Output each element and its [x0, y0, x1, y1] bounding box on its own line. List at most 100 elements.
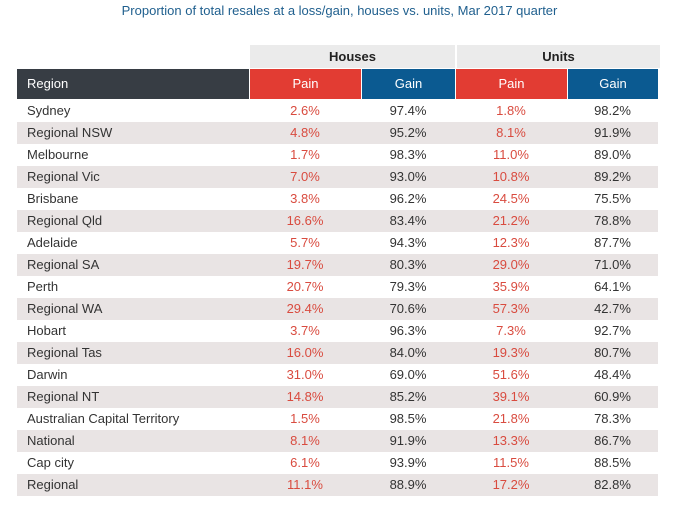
cell-unit-gain: 42.7% [594, 301, 631, 316]
header-unit-gain: Gain [568, 69, 658, 99]
cell-house-pain: 19.7% [286, 257, 324, 272]
table-row: Adelaide 5.7% 94.3% 12.3% 87.7% [17, 232, 658, 254]
cell-house-pain: 6.1% [290, 455, 320, 470]
table-row: Regional 11.1% 88.9% 17.2% 82.8% [17, 474, 658, 496]
header-house-pain: Pain [250, 69, 361, 99]
cell-unit-pain: 10.8% [492, 169, 530, 184]
cell-unit-pain: 51.6% [492, 367, 530, 382]
cell-unit-pain: 35.9% [492, 279, 530, 294]
cell-house-pain: 1.5% [290, 411, 320, 426]
cell-house-gain: 98.3% [389, 147, 427, 162]
header-region: Region [17, 69, 249, 99]
cell-unit-pain: 12.3% [492, 235, 530, 250]
cell-unit-pain: 57.3% [492, 301, 530, 316]
cell-unit-pain: 13.3% [492, 433, 530, 448]
table-row: Regional NT 14.8% 85.2% 39.1% 60.9% [17, 386, 658, 408]
table-row: Regional SA 19.7% 80.3% 29.0% 71.0% [17, 254, 658, 276]
table-row: Regional Qld 16.6% 83.4% 21.2% 78.8% [17, 210, 658, 232]
cell-region: Regional [27, 477, 79, 492]
cell-house-pain: 11.1% [287, 477, 323, 492]
table-row: Regional Vic 7.0% 93.0% 10.8% 89.2% [17, 166, 658, 188]
table-row: National 8.1% 91.9% 13.3% 86.7% [17, 430, 658, 452]
cell-unit-gain: 78.3% [594, 411, 631, 426]
table-row: Darwin 31.0% 69.0% 51.6% 48.4% [17, 364, 658, 386]
cell-unit-gain: 88.5% [594, 455, 631, 470]
cell-unit-gain: 82.8% [594, 477, 631, 492]
cell-region: Regional Tas [27, 345, 102, 360]
table-header: Region Pain Gain Pain Gain [17, 69, 658, 99]
table-row: Sydney 2.6% 97.4% 1.8% 98.2% [17, 100, 658, 122]
cell-region: Regional WA [27, 301, 103, 316]
group-units: Units [457, 45, 660, 68]
cell-house-pain: 16.6% [286, 213, 324, 228]
cell-unit-pain: 29.0% [492, 257, 530, 272]
cell-region: Adelaide [27, 235, 78, 250]
cell-house-pain: 1.7% [290, 147, 320, 162]
cell-unit-gain: 92.7% [594, 323, 631, 338]
cell-unit-gain: 64.1% [594, 279, 631, 294]
cell-house-gain: 98.5% [389, 411, 427, 426]
cell-house-pain: 20.7% [286, 279, 324, 294]
cell-unit-gain: 89.2% [594, 169, 631, 184]
cell-unit-gain: 80.7% [594, 345, 631, 360]
table-body: Sydney 2.6% 97.4% 1.8% 98.2% Regional NSW 4.8%… [17, 100, 658, 496]
cell-house-pain: 3.7% [290, 323, 320, 338]
cell-unit-gain: 48.4% [594, 367, 631, 382]
cell-house-gain: 83.4% [389, 213, 427, 228]
cell-unit-pain: 24.5% [492, 191, 530, 206]
cell-unit-pain: 21.8% [492, 411, 530, 426]
cell-unit-pain: 11.5% [493, 455, 529, 470]
cell-unit-gain: 91.9% [594, 125, 631, 140]
cell-region: Hobart [27, 323, 67, 338]
cell-unit-pain: 17.2% [492, 477, 530, 492]
chart-title: Proportion of total resales at a loss/ga… [121, 3, 558, 18]
cell-house-gain: 95.2% [389, 125, 427, 140]
table-row: Regional WA 29.4% 70.6% 57.3% 42.7% [17, 298, 658, 320]
cell-unit-pain: 39.1% [492, 389, 530, 404]
cell-house-pain: 16.0% [286, 345, 324, 360]
cell-region: Regional NSW [27, 125, 113, 140]
cell-region: Brisbane [27, 191, 79, 206]
cell-house-pain: 14.8% [286, 389, 324, 404]
cell-house-gain: 96.2% [389, 191, 427, 206]
cell-house-gain: 94.3% [389, 235, 427, 250]
cell-house-pain: 4.8% [290, 125, 320, 140]
cell-house-pain: 29.4% [286, 301, 324, 316]
cell-unit-gain: 75.5% [594, 191, 631, 206]
cell-house-gain: 96.3% [389, 323, 427, 338]
header-house-gain: Gain [362, 69, 455, 99]
cell-house-gain: 97.4% [389, 103, 427, 118]
cell-house-pain: 5.7% [290, 235, 320, 250]
cell-region: Regional Vic [27, 169, 100, 184]
cell-house-pain: 7.0% [290, 169, 320, 184]
cell-region: Melbourne [27, 147, 89, 162]
cell-unit-pain: 21.2% [492, 213, 530, 228]
cell-region: Darwin [27, 367, 68, 382]
group-houses: Houses [250, 45, 455, 68]
table-row: Melbourne 1.7% 98.3% 11.0% 89.0% [17, 144, 658, 166]
cell-region: Cap city [27, 455, 74, 470]
cell-house-gain: 69.0% [389, 367, 427, 382]
cell-unit-pain: 1.8% [496, 103, 526, 118]
table-row: Brisbane 3.8% 96.2% 24.5% 75.5% [17, 188, 658, 210]
cell-region: Australian Capital Territory [27, 411, 180, 426]
cell-house-gain: 79.3% [389, 279, 427, 294]
table-row: Australian Capital Territory 1.5% 98.5% 21.… [17, 408, 658, 430]
column-group-header: Houses Units [250, 45, 660, 68]
cell-region: Sydney [27, 103, 71, 118]
cell-house-gain: 88.9% [389, 477, 427, 492]
cell-unit-pain: 11.0% [493, 147, 529, 162]
cell-region: Regional Qld [27, 213, 103, 228]
cell-house-gain: 93.0% [389, 169, 427, 184]
cell-house-pain: 8.1% [290, 433, 320, 448]
cell-unit-pain: 7.3% [496, 323, 526, 338]
cell-unit-gain: 78.8% [594, 213, 631, 228]
cell-region: Perth [27, 279, 59, 294]
cell-house-gain: 85.2% [389, 389, 427, 404]
cell-region: National [27, 433, 75, 448]
cell-house-gain: 93.9% [389, 455, 427, 470]
table-row: Regional NSW 4.8% 95.2% 8.1% 91.9% [17, 122, 658, 144]
cell-unit-gain: 71.0% [594, 257, 631, 272]
table-row: Regional Tas 16.0% 84.0% 19.3% 80.7% [17, 342, 658, 364]
cell-unit-gain: 86.7% [594, 433, 631, 448]
